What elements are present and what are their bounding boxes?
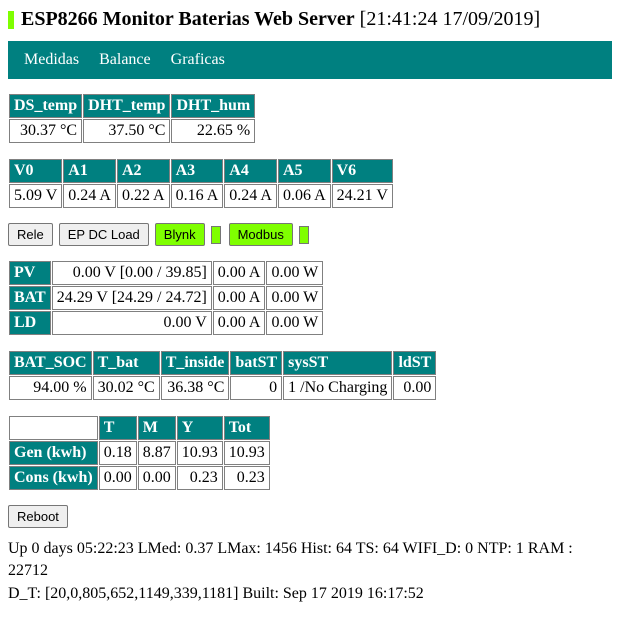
a3-val: 0.16 A (171, 184, 224, 208)
col-y: Y (177, 416, 223, 440)
footer-line2: D_T: [20,0,805,652,1149,339,1181] Built:… (8, 583, 612, 605)
ld-v: 0.00 V (52, 311, 212, 335)
cons-y: 0.23 (177, 466, 223, 490)
bat-a: 0.00 A (213, 286, 266, 310)
a5-val: 0.06 A (278, 184, 331, 208)
pv-a: 0.00 A (213, 261, 266, 285)
col-t: T (99, 416, 137, 440)
table-row: 94.00 % 30.02 °C 36.38 °C 0 1 /No Chargi… (9, 376, 436, 400)
title-timestamp: [21:41:24 17/09/2019] (360, 8, 541, 30)
reboot-button[interactable]: Reboot (8, 505, 68, 528)
title-bold: ESP8266 Monitor Baterias Web Server (21, 8, 355, 30)
col-a5: A5 (278, 159, 331, 183)
cons-tot: 0.23 (224, 466, 270, 490)
batst-val: 0 (230, 376, 282, 400)
table-row: LD 0.00 V 0.00 A 0.00 W (9, 311, 323, 335)
col-ds-temp: DS_temp (9, 94, 82, 118)
col-a4: A4 (224, 159, 277, 183)
bat-v: 24.29 V [24.29 / 24.72] (52, 286, 212, 310)
empty-corner (9, 416, 98, 440)
col-batst: batST (230, 351, 282, 375)
blynk-button[interactable]: Blynk (155, 223, 205, 246)
nav-bar: Medidas Balance Graficas (8, 41, 612, 79)
gen-y: 10.93 (177, 441, 223, 465)
col-dht-hum: DHT_hum (171, 94, 255, 118)
cons-m: 0.00 (138, 466, 176, 490)
sysst-val: 1 /No Charging (283, 376, 392, 400)
table-row: 5.09 V 0.24 A 0.22 A 0.16 A 0.24 A 0.06 … (9, 184, 393, 208)
a2-val: 0.22 A (117, 184, 170, 208)
col-a2: A2 (117, 159, 170, 183)
pv-v: 0.00 V [0.00 / 39.85] (52, 261, 212, 285)
col-tbat: T_bat (93, 351, 160, 375)
gen-m: 8.87 (138, 441, 176, 465)
col-a1: A1 (63, 159, 116, 183)
footer-stats: Up 0 days 05:22:23 LMed: 0.37 LMax: 1456… (8, 538, 612, 605)
col-m: M (138, 416, 176, 440)
gen-t: 0.18 (99, 441, 137, 465)
a4-val: 0.24 A (224, 184, 277, 208)
table-row: Cons (kwh) 0.00 0.00 0.23 0.23 (9, 466, 270, 490)
status-table: BAT_SOC T_bat T_inside batST sysST ldST … (8, 350, 437, 401)
col-v0: V0 (9, 159, 62, 183)
tbat-val: 30.02 °C (93, 376, 160, 400)
dht-hum-val: 22.65 % (171, 119, 255, 143)
ld-w: 0.00 W (266, 311, 323, 335)
table-row: PV 0.00 V [0.00 / 39.85] 0.00 A 0.00 W (9, 261, 323, 285)
solar-table: PV 0.00 V [0.00 / 39.85] 0.00 A 0.00 W B… (8, 260, 324, 336)
cons-t: 0.00 (99, 466, 137, 490)
col-batsoc: BAT_SOC (9, 351, 92, 375)
epdc-button[interactable]: EP DC Load (59, 223, 149, 246)
volt-table: V0 A1 A2 A3 A4 A5 V6 5.09 V 0.24 A 0.22 … (8, 158, 394, 209)
row-ld-label: LD (9, 311, 51, 335)
col-a3: A3 (171, 159, 224, 183)
a1-val: 0.24 A (63, 184, 116, 208)
table-row: Gen (kwh) 0.18 8.87 10.93 10.93 (9, 441, 270, 465)
batsoc-val: 94.00 % (9, 376, 92, 400)
pv-w: 0.00 W (266, 261, 323, 285)
blynk-status-icon (211, 226, 221, 244)
ldst-val: 0.00 (393, 376, 436, 400)
col-ldst: ldST (393, 351, 436, 375)
col-tot: Tot (224, 416, 270, 440)
row-gen-label: Gen (kwh) (9, 441, 98, 465)
row-cons-label: Cons (kwh) (9, 466, 98, 490)
button-row: Rele EP DC Load Blynk Modbus (8, 223, 612, 246)
col-sysst: sysST (283, 351, 392, 375)
energy-table: T M Y Tot Gen (kwh) 0.18 8.87 10.93 10.9… (8, 415, 271, 491)
page-title: ESP8266 Monitor Baterias Web Server [21:… (8, 8, 612, 31)
gen-tot: 10.93 (224, 441, 270, 465)
nav-medidas[interactable]: Medidas (24, 51, 79, 69)
row-bat-label: BAT (9, 286, 51, 310)
col-tinside: T_inside (161, 351, 230, 375)
tinside-val: 36.38 °C (161, 376, 230, 400)
footer-line1: Up 0 days 05:22:23 LMed: 0.37 LMax: 1456… (8, 538, 612, 583)
col-v6: V6 (332, 159, 393, 183)
env-table: DS_temp DHT_temp DHT_hum 30.37 °C 37.50 … (8, 93, 256, 144)
rele-button[interactable]: Rele (8, 223, 53, 246)
row-pv-label: PV (9, 261, 51, 285)
nav-balance[interactable]: Balance (99, 51, 151, 69)
v0-val: 5.09 V (9, 184, 62, 208)
dht-temp-val: 37.50 °C (83, 119, 170, 143)
col-dht-temp: DHT_temp (83, 94, 170, 118)
table-row: 30.37 °C 37.50 °C 22.65 % (9, 119, 255, 143)
nav-graficas[interactable]: Graficas (171, 51, 225, 69)
status-indicator-icon (8, 11, 14, 29)
ld-a: 0.00 A (213, 311, 266, 335)
table-row: BAT 24.29 V [24.29 / 24.72] 0.00 A 0.00 … (9, 286, 323, 310)
v6-val: 24.21 V (332, 184, 393, 208)
modbus-button[interactable]: Modbus (229, 223, 293, 246)
ds-temp-val: 30.37 °C (9, 119, 82, 143)
modbus-status-icon (299, 226, 309, 244)
bat-w: 0.00 W (266, 286, 323, 310)
